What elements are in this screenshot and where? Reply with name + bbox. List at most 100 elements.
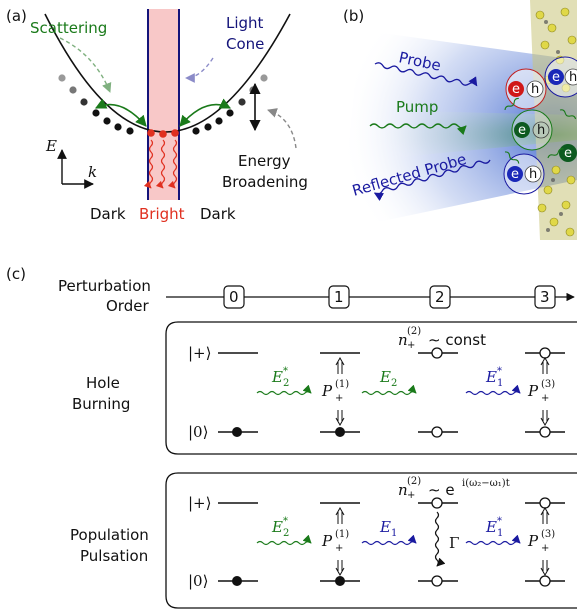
svg-text:+: + — [541, 543, 549, 554]
pp-p3-label: P — [527, 532, 539, 550]
hb-state-zero: |0⟩ — [188, 423, 208, 441]
svg-text:e: e — [511, 167, 519, 182]
svg-text:*: * — [497, 516, 502, 527]
pp-n-label: n — [398, 481, 408, 499]
exciton-green-right: e — [559, 144, 577, 162]
panel-a-tag: (a) — [6, 7, 27, 25]
svg-text:+: + — [541, 393, 549, 404]
panel-b-tag: (b) — [343, 7, 364, 25]
svg-text:e: e — [512, 82, 520, 97]
pp-p1-label: P — [321, 532, 333, 550]
hb-state-plus: |+⟩ — [188, 344, 211, 362]
order-box-3 — [534, 285, 556, 309]
order-box-1 — [328, 285, 350, 309]
svg-text:2: 2 — [283, 378, 289, 389]
pp-e1star-wave — [465, 534, 521, 546]
bright-emission-waves — [143, 139, 178, 189]
pp-state-plus: |+⟩ — [188, 494, 211, 512]
svg-text:1: 1 — [391, 528, 397, 539]
population-label-1: Population — [70, 526, 149, 544]
panel-a: (a) — [6, 7, 308, 223]
pp-e2star-label: E — [271, 518, 283, 536]
svg-text:2: 2 — [283, 528, 289, 539]
order-label-0: 0 — [229, 288, 239, 306]
bright-label: Bright — [139, 205, 185, 223]
population-pulsation-box: Population Pulsation |+⟩ |0⟩ — [70, 472, 577, 609]
hb-e2star-wave — [256, 384, 312, 396]
hb-e2-label: E — [379, 368, 391, 386]
order-label-3: 3 — [540, 288, 550, 306]
light-cone-label-1: Light — [226, 14, 264, 32]
svg-text:1: 1 — [497, 528, 503, 539]
order-label-2: 2 — [435, 288, 445, 306]
energy-broadening-label-1: Energy — [238, 152, 291, 170]
panel-c: (c) Perturbation Order 0 1 2 3 Hole Burn… — [6, 265, 577, 609]
svg-text:+: + — [335, 543, 343, 554]
energy-axis-label: E — [45, 137, 57, 155]
order-box-2 — [429, 285, 451, 309]
hb-e2star-label: E — [271, 368, 283, 386]
pump-label: Pump — [396, 98, 438, 116]
svg-text:h: h — [529, 167, 537, 182]
momentum-axis-label: k — [88, 163, 97, 181]
pp-exp-sup: i(ω₂−ω₁)t — [462, 478, 510, 489]
reflected-probe-wave — [373, 159, 491, 202]
hb-const-label: ∼ const — [428, 331, 486, 349]
population-label-2: Pulsation — [80, 547, 148, 565]
svg-text:(1): (1) — [335, 379, 349, 390]
pp-state-zero: |0⟩ — [188, 572, 208, 590]
hb-p1-label: P — [321, 382, 333, 400]
dark-right-label: Dark — [200, 205, 236, 223]
energy-broadening-pointer — [267, 108, 297, 149]
light-cone-pointer — [185, 57, 214, 83]
exciton-blue-top: e h — [544, 56, 577, 98]
svg-text:h: h — [537, 123, 545, 138]
order-box-0 — [223, 285, 245, 309]
pp-e1-wave — [361, 534, 417, 546]
svg-text:h: h — [531, 82, 539, 97]
pp-e1-label: E — [379, 518, 391, 536]
pp-gamma-wave — [434, 511, 446, 567]
perturbation-label-2: Order — [106, 297, 149, 315]
light-cone-region — [148, 9, 179, 200]
svg-text:(2): (2) — [407, 326, 421, 337]
pp-exp-label: ∼ e — [428, 481, 455, 499]
hole-burning-label-1: Hole — [86, 374, 120, 392]
panel-b: (b) Probe Pump Reflected — [340, 0, 577, 240]
dark-left-label: Dark — [90, 205, 126, 223]
svg-text:(1): (1) — [335, 529, 349, 540]
hb-n-label: n — [398, 331, 408, 349]
svg-text:1: 1 — [497, 378, 503, 389]
bright-exciton-dots — [147, 129, 179, 138]
exciton-green-center: e h — [511, 109, 553, 151]
pump-beam — [370, 110, 577, 160]
svg-text:(3): (3) — [541, 529, 555, 540]
scattering-arrow-left — [94, 98, 147, 127]
pump-wave — [369, 123, 467, 136]
svg-text:(2): (2) — [407, 476, 421, 487]
svg-text:*: * — [283, 516, 288, 527]
pp-e2star-wave — [256, 534, 312, 546]
probe-wave — [374, 62, 478, 87]
order-boxes: 0 1 2 3 — [223, 285, 556, 309]
perturbation-label-1: Perturbation — [58, 277, 151, 295]
svg-text:+: + — [407, 340, 415, 351]
hb-e1star-label: E — [485, 368, 497, 386]
svg-text:*: * — [497, 366, 502, 377]
scattered-photons — [504, 97, 577, 164]
svg-text:*: * — [283, 366, 288, 377]
hb-e2-wave — [361, 384, 417, 396]
exciton-blue-bottom: e h — [503, 153, 545, 195]
hole-burning-label-2: Burning — [72, 395, 130, 413]
svg-text:+: + — [335, 393, 343, 404]
svg-text:e: e — [518, 123, 526, 138]
svg-text:e: e — [564, 146, 572, 161]
svg-text:+: + — [407, 490, 415, 501]
svg-text:h: h — [569, 70, 577, 85]
light-cone-label-2: Cone — [226, 35, 264, 53]
pp-e1star-label: E — [485, 518, 497, 536]
hb-p3-label: P — [527, 382, 539, 400]
svg-text:e: e — [552, 70, 560, 85]
exciton-red: e h — [505, 68, 547, 110]
energy-broadening-label-2: Broadening — [222, 173, 308, 191]
